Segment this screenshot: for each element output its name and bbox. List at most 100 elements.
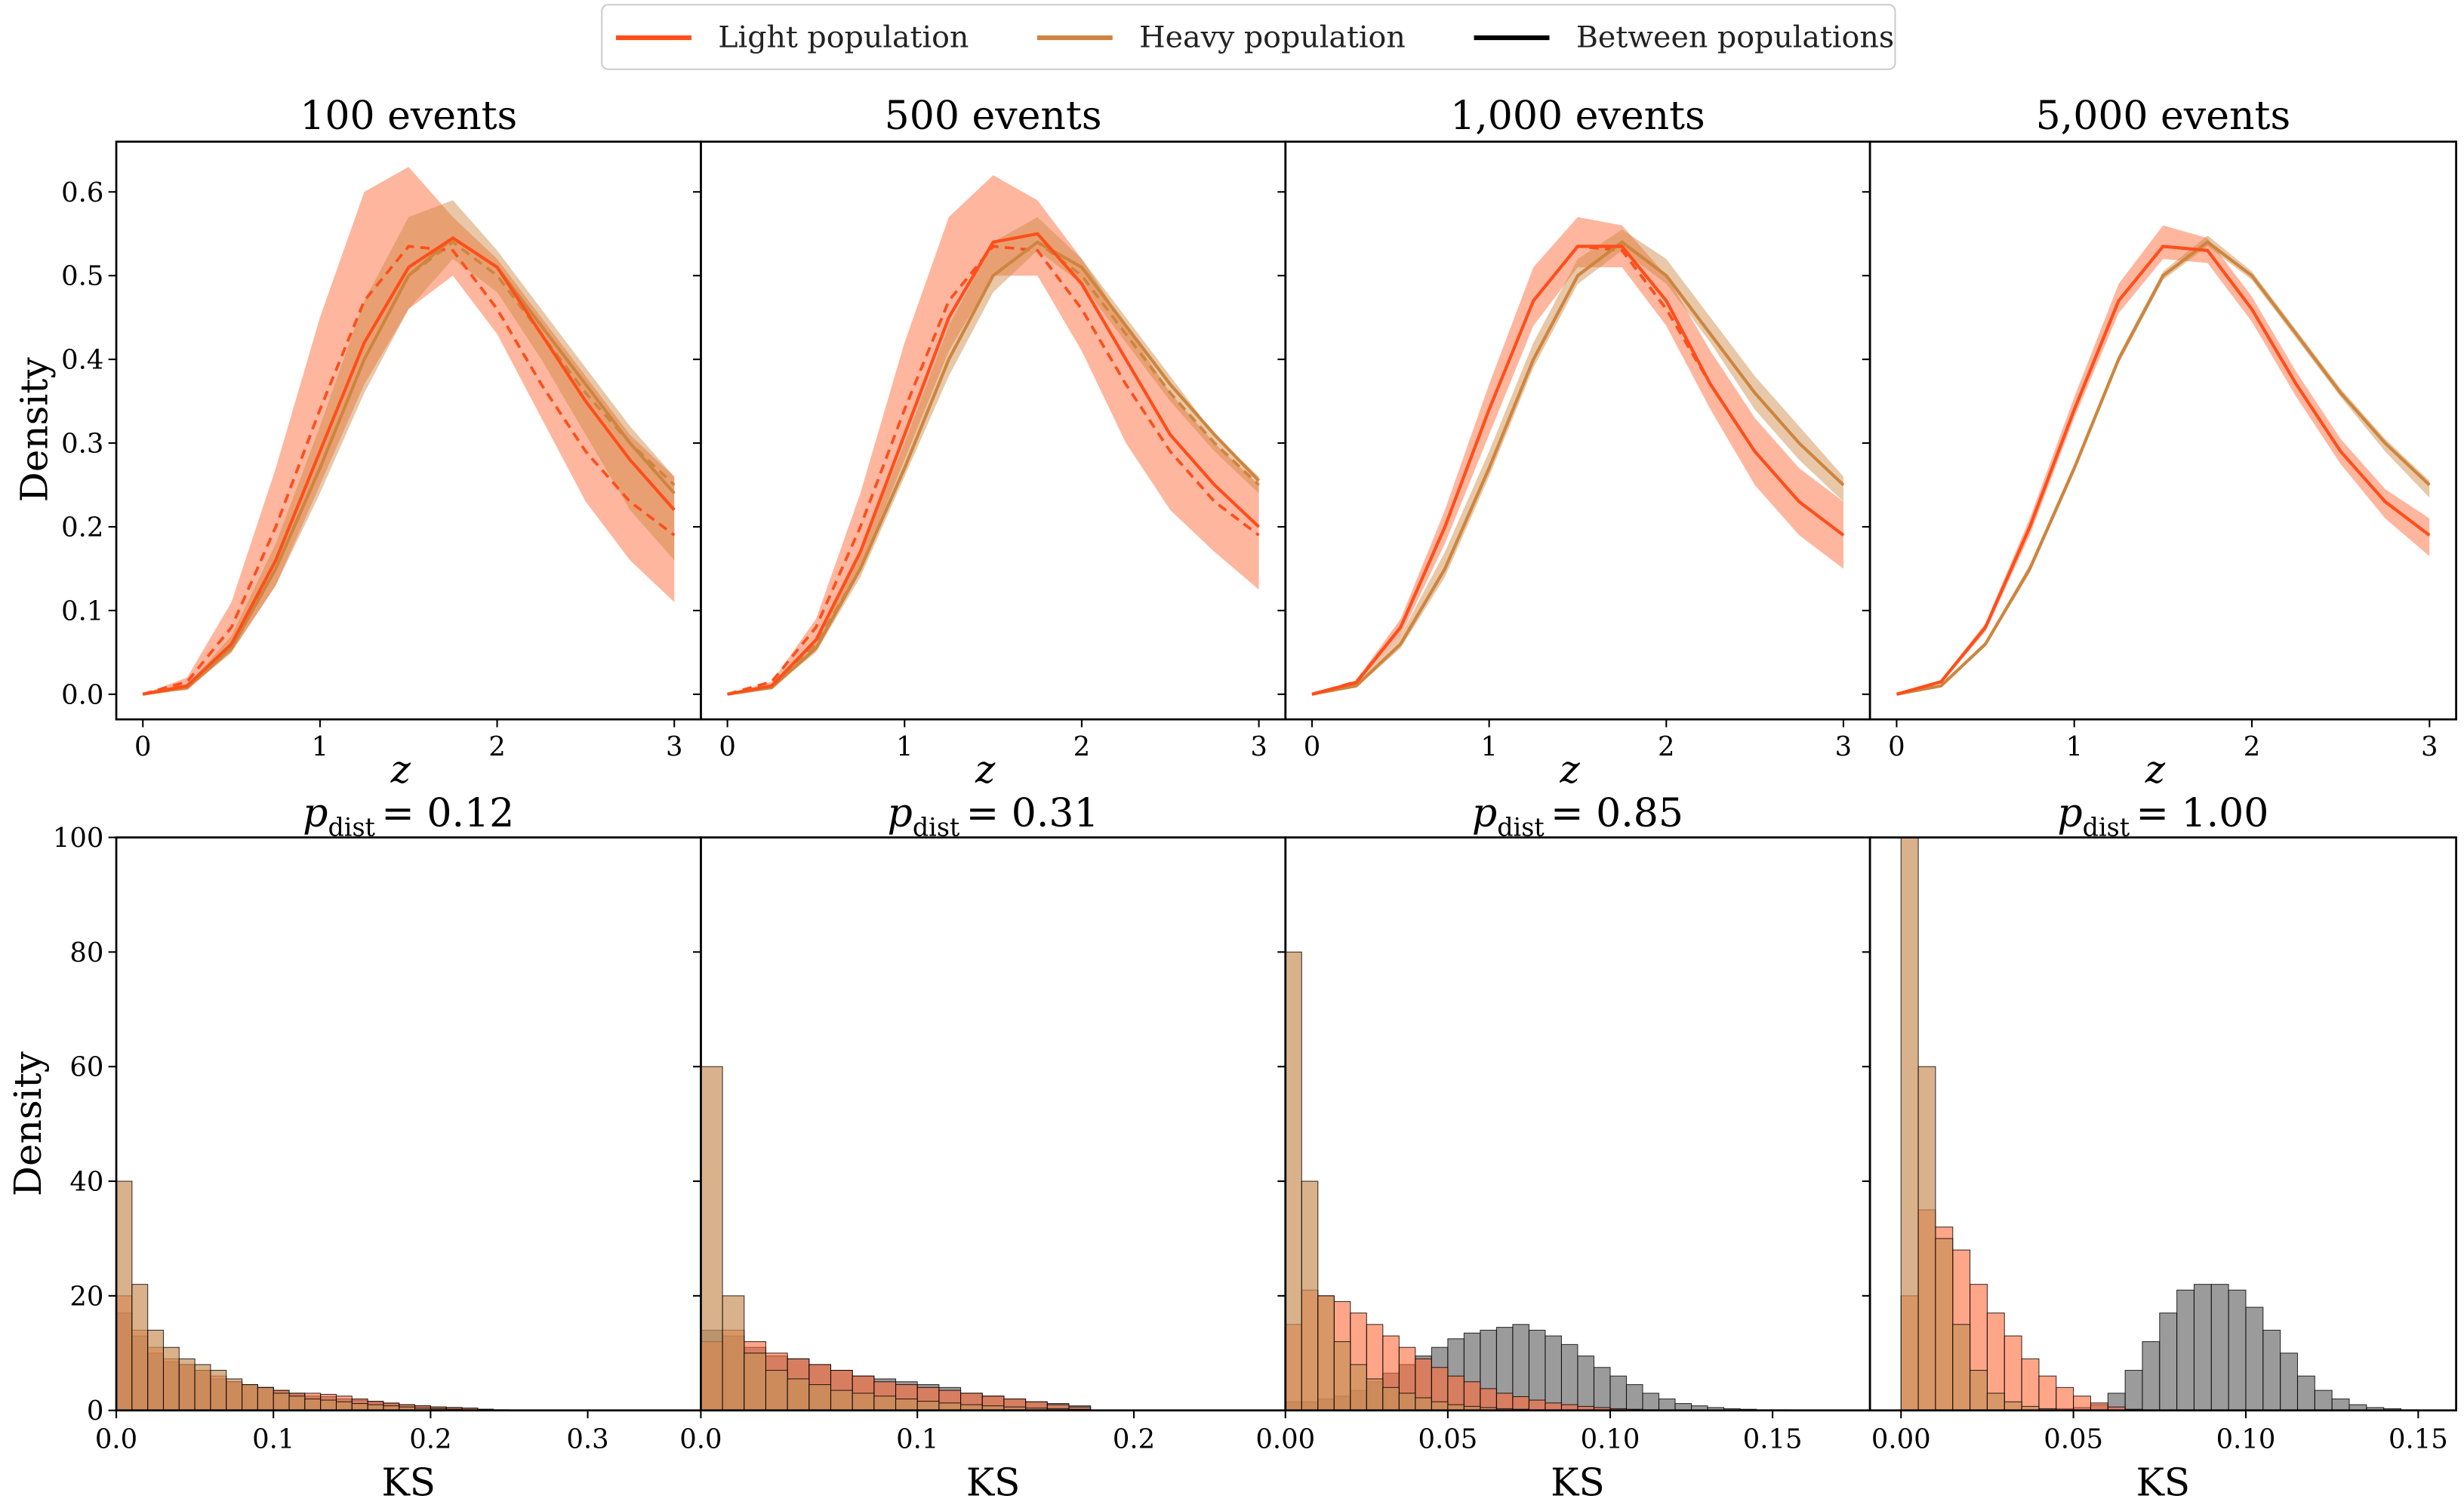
- title-subscript: dist: [1497, 812, 1545, 842]
- x-axis-label: KS: [966, 1460, 1021, 1504]
- light-hist-bar: [1545, 1402, 1562, 1411]
- heavy-hist-bar: [1952, 1324, 1971, 1411]
- top-panel-2: 500 events 0 1 2 3 z: [693, 94, 1287, 792]
- heavy-hist-bar: [351, 1403, 368, 1411]
- x-tick-label: 0.15: [2389, 1424, 2448, 1455]
- heavy-hist-bar: [1366, 1378, 1384, 1411]
- title-value: = 0.31: [966, 791, 1099, 836]
- axes-frame: [1868, 836, 2457, 1412]
- y-tick-label: 60: [69, 1052, 103, 1083]
- title-value: = 0.12: [381, 791, 514, 836]
- between-hist-bar: [1609, 1375, 1628, 1411]
- heavy-median-line: [1311, 240, 1845, 696]
- axes-frame: [115, 836, 702, 1412]
- title-value: = 0.85: [1551, 791, 1683, 836]
- heavy-hist-bar: [1398, 1393, 1416, 1411]
- panel-title: pdist = 0.31: [888, 791, 1099, 842]
- x-tick-label: 0.05: [1418, 1424, 1477, 1455]
- x-tick-label: 0.00: [1255, 1424, 1315, 1455]
- heavy-hist-bar: [242, 1384, 258, 1411]
- light-median-line: [1311, 245, 1845, 696]
- panel-title: 1,000 events: [1450, 94, 1705, 139]
- light-median-line: [727, 232, 1261, 696]
- between-hist-bar: [2176, 1289, 2194, 1411]
- heavy-hist-bar: [288, 1396, 306, 1411]
- heavy-median-line: [142, 235, 676, 696]
- between-hist-bar: [1545, 1335, 1562, 1411]
- heavy-true-dashed-line: [142, 240, 676, 696]
- heavy-hist-bar: [147, 1329, 165, 1411]
- heavy-hist-bar: [744, 1353, 766, 1411]
- x-tick-label: 0.10: [2216, 1424, 2276, 1455]
- heavy-hist-bar: [916, 1401, 940, 1411]
- light-hist-bar: [2073, 1396, 2091, 1411]
- between-hist-bar: [2193, 1284, 2212, 1411]
- x-tick-label: 1: [1480, 731, 1498, 762]
- heavy-hist-bar: [873, 1396, 897, 1411]
- heavy-median-line: [1896, 240, 2431, 696]
- x-tick-label: 0.2: [1113, 1424, 1155, 1455]
- x-axis-label: z: [1559, 747, 1580, 791]
- bottom-panel-3: pdist = 0.85 0.00 0.05 0.10 0.15 KS: [1255, 791, 1871, 1504]
- legend-label-heavy: Heavy population: [1139, 20, 1406, 55]
- title-p: p: [303, 791, 328, 836]
- x-tick-label: 1: [312, 731, 329, 762]
- light-hist-bar: [1480, 1388, 1497, 1411]
- heavy-hist-bar: [194, 1364, 211, 1411]
- light-hist-bar: [1512, 1396, 1529, 1411]
- top-y-axis-label: Density: [12, 357, 56, 503]
- heavy-hist-bar: [1900, 837, 1919, 1411]
- panel-title: 100 events: [300, 94, 517, 139]
- x-tick-label: 0: [1304, 731, 1321, 762]
- y-tick-label: 0.5: [61, 261, 103, 292]
- heavy-hist-bar: [1333, 1341, 1351, 1411]
- x-tick-label: 0: [134, 731, 152, 762]
- heavy-hist-bar: [700, 1066, 723, 1411]
- between-hist-bar: [1528, 1329, 1546, 1411]
- light-median-line: [142, 235, 676, 696]
- between-hist-bar: [2124, 1370, 2143, 1411]
- x-axis-label: KS: [381, 1460, 436, 1504]
- heavy-hist-bar: [1970, 1370, 1988, 1411]
- heavy-hist-bar: [1935, 1238, 1954, 1411]
- x-tick-label: 2: [1073, 731, 1091, 762]
- bottom-y-axis-label: Density: [6, 1051, 50, 1196]
- between-hist-bar: [2210, 1284, 2229, 1411]
- legend-label-between: Between populations: [1576, 20, 1894, 55]
- heavy-hist-bar: [178, 1358, 196, 1411]
- legend-label-light: Light population: [718, 20, 969, 55]
- between-hist-bar: [2228, 1289, 2247, 1411]
- y-tick-label: 100: [53, 823, 104, 854]
- between-hist-bar: [1674, 1403, 1692, 1411]
- heavy-band: [727, 217, 1259, 694]
- x-tick-label: 0.0: [95, 1424, 137, 1455]
- heavy-hist-bar: [1285, 951, 1302, 1411]
- light-hist-bar: [1495, 1393, 1514, 1411]
- title-value: = 1.00: [2136, 791, 2268, 836]
- light-band: [1311, 217, 1843, 694]
- light-true-dashed-line: [727, 245, 1260, 696]
- x-tick-label: 3: [1250, 731, 1267, 762]
- x-axis-label: z: [390, 747, 411, 791]
- light-true-dashed-line: [142, 245, 676, 696]
- title-subscript: dist: [328, 812, 376, 842]
- between-hist-bar: [2314, 1390, 2333, 1411]
- light-hist-bar: [2038, 1375, 2057, 1411]
- heavy-hist-bar: [226, 1378, 243, 1411]
- heavy-median-line: [727, 240, 1261, 696]
- y-tick-label: 0: [87, 1396, 104, 1426]
- title-p: p: [2057, 791, 2082, 836]
- y-tick-label: 80: [69, 937, 103, 968]
- between-hist-bar: [2159, 1313, 2178, 1411]
- heavy-hist-bar: [1415, 1397, 1432, 1411]
- between-hist-bar: [1658, 1398, 1676, 1411]
- between-hist-bar: [2262, 1329, 2281, 1411]
- bottom-panel-1: pdist = 0.12 0.0 0.1 0.2 0.3 0 20 40 60 80 100 KS: [53, 791, 702, 1504]
- between-hist-bar: [1560, 1343, 1578, 1411]
- x-axis-label: KS: [2136, 1460, 2191, 1504]
- between-hist-bar: [2331, 1398, 2350, 1411]
- heavy-hist-bar: [1917, 1066, 1936, 1411]
- heavy-hist-bar: [210, 1370, 227, 1411]
- title-p: p: [888, 791, 913, 836]
